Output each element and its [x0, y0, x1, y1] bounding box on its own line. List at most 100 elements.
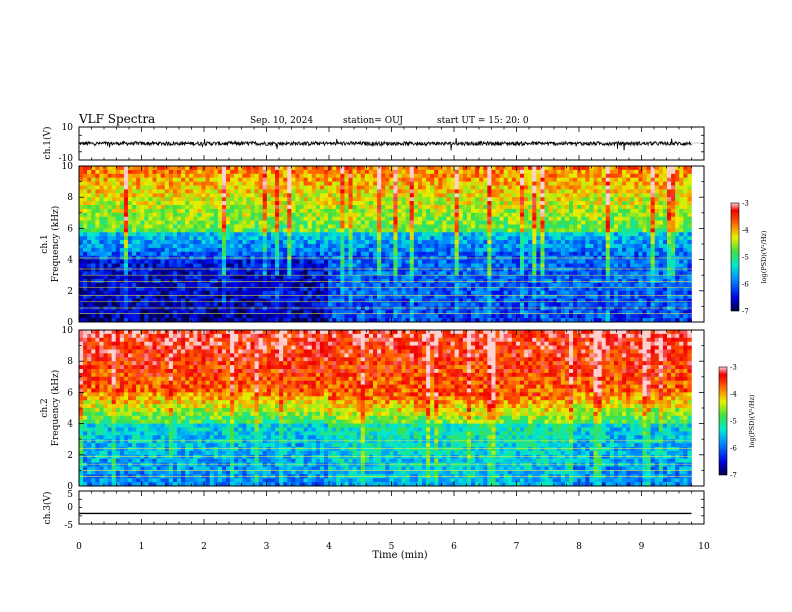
spectrogram-cell	[283, 247, 288, 253]
spectrogram-cell	[364, 283, 370, 288]
spectrogram-cell	[658, 177, 664, 182]
spectrogram-cell	[393, 173, 398, 178]
spectrogram-cell	[311, 263, 317, 268]
spectrogram-cell	[593, 177, 598, 182]
spectrogram-cell	[397, 197, 402, 202]
spectrogram-cell	[544, 216, 549, 221]
spectrogram-cell	[475, 212, 480, 217]
spectrogram-cell	[83, 263, 88, 268]
spectrogram-cell	[209, 212, 215, 217]
spectrogram-cell	[442, 232, 447, 237]
spectrogram-cell	[597, 232, 602, 237]
spectrogram-cell	[581, 267, 586, 272]
spectrogram-cell	[409, 220, 415, 225]
spectrogram-cell	[601, 290, 607, 295]
spectrogram-cell	[626, 286, 631, 292]
spectrogram-cell	[638, 193, 643, 198]
spectrogram-cell	[324, 177, 329, 182]
spectrogram-cell	[438, 228, 443, 233]
spectrogram-cell	[401, 267, 406, 272]
spectrogram-cell	[446, 177, 451, 182]
spectrogram-cell	[499, 212, 504, 217]
spectrogram-cell	[422, 205, 427, 210]
spectrogram-cell	[226, 208, 231, 214]
spectrogram-cell	[230, 228, 235, 233]
spectrogram-cell	[667, 216, 672, 221]
spectrogram-cell	[601, 216, 607, 221]
spectrogram-cell	[132, 169, 137, 175]
spectrogram-cell	[487, 173, 492, 178]
spectrogram-cell	[91, 244, 96, 249]
spectrogram-cell	[205, 177, 210, 182]
spectrogram-cell	[475, 169, 480, 175]
spectrogram-cell	[454, 240, 460, 245]
spectrogram-cell	[466, 216, 472, 221]
spectrogram-cell	[630, 181, 635, 186]
spectrogram-cell	[495, 205, 500, 210]
spectrogram-cell	[675, 181, 680, 186]
spectrogram-cell	[536, 290, 541, 295]
spectrogram-cell	[315, 283, 321, 288]
spectrogram-cell	[132, 189, 137, 194]
spectrogram-cell	[487, 247, 492, 253]
spectrogram-cell	[409, 251, 415, 256]
spectrogram-cell	[646, 193, 651, 198]
spectrogram-cell	[450, 251, 455, 256]
spectrogram-cell	[279, 240, 284, 245]
spectrogram-cell	[446, 173, 451, 178]
spectrogram-cell	[605, 228, 611, 233]
spectrogram-cell	[511, 240, 517, 245]
spectrogram-cell	[491, 208, 496, 214]
spectrogram-cell	[393, 181, 398, 186]
spectrogram-cell	[503, 177, 509, 182]
spectrogram-cell	[646, 228, 651, 233]
spectrogram-cell	[524, 236, 529, 241]
spectrogram-cell	[344, 173, 349, 178]
spectrogram-cell	[442, 169, 447, 175]
spectrogram-cell	[401, 271, 406, 276]
spectrogram-cell	[560, 232, 566, 237]
spectrogram-cell	[491, 247, 496, 253]
spectrogram-cell	[532, 169, 537, 175]
spectrogram-cell	[181, 236, 186, 241]
spectrogram-cell	[242, 201, 247, 206]
spectrogram-cell	[475, 251, 480, 256]
spectrogram-cell	[507, 244, 513, 249]
spectrogram-cell	[605, 251, 611, 256]
spectrogram-cell	[515, 173, 521, 178]
spectrogram-cell	[283, 259, 288, 264]
spectrogram-cell	[140, 193, 145, 198]
spectrogram-cell	[111, 236, 117, 241]
spectrogram-cell	[79, 169, 84, 175]
spectrogram-cell	[569, 181, 574, 186]
spectrogram-cell	[532, 224, 537, 229]
spectrogram-cell	[458, 177, 464, 182]
spectrogram-cell	[511, 216, 517, 221]
spectrogram-cell	[181, 205, 186, 210]
spectrogram-cell	[319, 263, 325, 268]
spectrogram-cell	[152, 240, 157, 245]
spectrogram-cell	[373, 259, 378, 264]
spectrogram-cell	[422, 166, 427, 171]
spectrogram-cell	[638, 201, 643, 206]
spectrogram-cell	[201, 244, 206, 249]
spectrogram-cell	[79, 193, 84, 198]
spectrogram-cell	[589, 251, 594, 256]
spectrogram-cell	[340, 232, 345, 237]
spectrogram-cell	[205, 216, 210, 221]
spectrogram-cell	[87, 208, 92, 214]
spectrogram-cell	[181, 263, 186, 268]
spectrogram-cell	[275, 181, 280, 186]
spectrogram-cell	[291, 169, 296, 175]
spectrogram-cell	[152, 185, 157, 190]
spectrogram-cell	[560, 247, 566, 253]
spectrogram-cell	[295, 283, 300, 288]
spectrogram-cell	[242, 259, 247, 264]
spectrogram-cell	[434, 286, 439, 292]
spectrogram-cell	[185, 181, 190, 186]
spectrogram-cell	[634, 212, 639, 217]
spectrogram-cell	[275, 224, 280, 229]
spectrogram-cell	[99, 283, 104, 288]
spectrogram-cell	[426, 236, 431, 241]
spectrogram-cell	[197, 244, 202, 249]
